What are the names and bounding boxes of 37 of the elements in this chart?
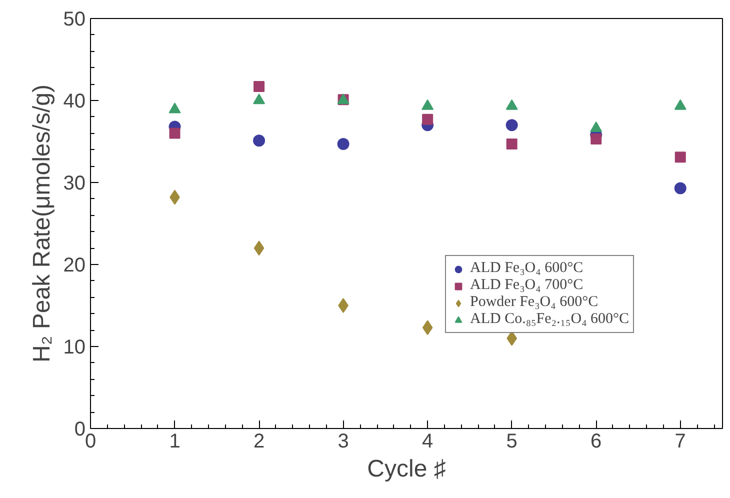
x-tick-label: 3 (338, 430, 349, 452)
legend-label: ALD Co.₈₅Fe₂.₁₅O₄ 600°C (470, 311, 630, 328)
point (506, 138, 518, 150)
point (168, 102, 181, 114)
x-axis-title: Cycle ♯ (367, 456, 446, 482)
x-tick-label: 5 (506, 430, 518, 452)
point (337, 138, 350, 150)
y-axis-title: H₂ Peak Rate(μmoles/s/g) (28, 84, 56, 362)
point (253, 134, 266, 147)
point (590, 122, 602, 132)
y-tick-label: 50 (63, 8, 86, 30)
point (169, 128, 180, 139)
point (590, 134, 602, 145)
y-tick-label: 20 (63, 254, 86, 276)
y-tick-label: 30 (63, 172, 86, 194)
legend-label: ALD Fe₃O₄ 600°C (470, 260, 584, 277)
x-tick-label: 2 (253, 430, 265, 452)
point (674, 182, 686, 194)
point (506, 119, 518, 132)
x-tick-label: 1 (169, 430, 180, 452)
y-tick-label: 10 (63, 336, 86, 358)
point (422, 114, 434, 125)
x-tick-label: 7 (674, 430, 686, 452)
legend-label: ALD Fe₃O₄ 700°C (470, 277, 584, 294)
y-tick-label: 40 (63, 90, 86, 112)
point (254, 240, 264, 256)
point (422, 99, 434, 110)
point (422, 320, 433, 336)
legend-label: Powder Fe₃O₄ 600°C (470, 294, 598, 311)
x-tick-label: 4 (422, 430, 434, 452)
x-tick-label: 6 (590, 430, 602, 452)
point (254, 81, 265, 92)
point (506, 99, 518, 110)
point (674, 99, 686, 110)
point (338, 298, 348, 313)
point (253, 94, 266, 104)
point (674, 152, 686, 163)
